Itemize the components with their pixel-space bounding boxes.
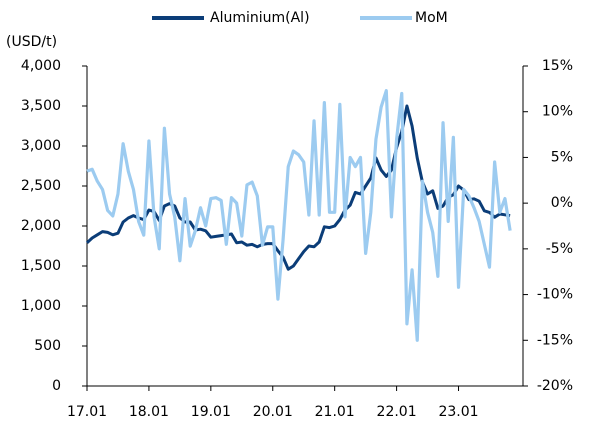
y-tick-label: 0 [52,378,61,394]
y-tick-label: 3,500 [21,98,61,114]
x-tick-label: 22.01 [377,404,417,420]
y-tick-label: 3,000 [21,138,61,154]
y-axis-label: (USD/t) [6,34,57,50]
y-tick-label: 500 [34,338,61,354]
y2-tick-label: -15% [537,332,573,348]
y2-tick-label: -20% [537,378,573,394]
y2-tick-label: 10% [542,104,573,120]
x-tick-label: 19.01 [191,404,231,420]
y-tick-label: 2,000 [21,218,61,234]
y2-tick-label: 5% [551,149,573,165]
y-tick-label: 1,500 [21,258,61,274]
y2-tick-label: 15% [542,58,573,74]
x-tick-label: 23.01 [438,404,478,420]
series-line [86,89,512,342]
y-tick-label: 4,000 [21,58,61,74]
x-tick-label: 17.01 [67,404,107,420]
y2-tick-label: -10% [537,287,573,303]
y2-tick-label: 0% [551,195,573,211]
y2-tick-label: -5% [546,241,573,257]
y-tick-label: 1,000 [21,298,61,314]
legend-label: Aluminium(Al) [210,10,310,26]
x-tick-label: 21.01 [315,404,355,420]
x-tick-label: 20.01 [253,404,293,420]
legend-label: MoM [415,10,448,26]
y-tick-label: 2,500 [21,178,61,194]
x-tick-label: 18.01 [129,404,169,420]
